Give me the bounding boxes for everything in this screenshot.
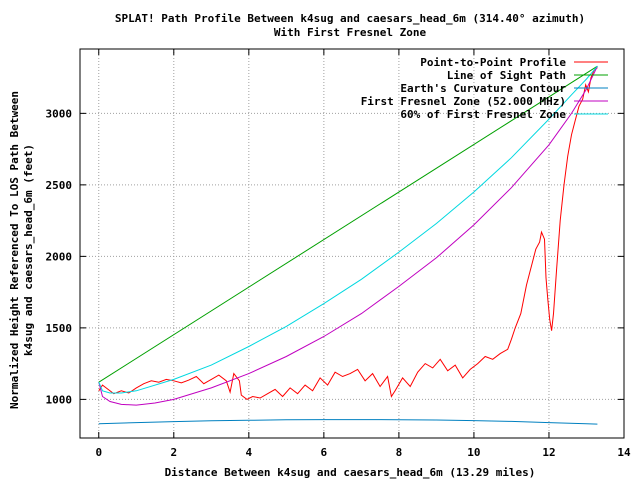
y-tick-label: 1500 — [46, 322, 73, 335]
x-tick-label: 2 — [170, 446, 177, 459]
x-axis-label: Distance Between k4sug and caesars_head_… — [165, 466, 536, 479]
x-tick-label: 6 — [321, 446, 328, 459]
axis-ticks: 0 2 4 6 8 10 12 14 1000 1500 2000 2500 3000 — [46, 49, 631, 459]
chart-title: SPLAT! Path Profile Between k4sug and ca… — [115, 12, 585, 25]
y-tick-label: 2500 — [46, 179, 73, 192]
series-line-1 — [98, 65, 598, 383]
legend-label: Earth's Curvature Contour — [400, 82, 566, 95]
y-axis-label-line1: Normalized Height Referenced To LOS Path… — [8, 91, 21, 409]
x-tick-label: 10 — [467, 446, 480, 459]
series-line-4 — [98, 65, 598, 394]
series-line-3 — [98, 65, 598, 406]
legend-label: 60% of First Fresnel Zone — [400, 108, 566, 121]
legend-label: Point-to-Point Profile — [420, 56, 566, 69]
legend-label: First Fresnel Zone (52.000 MHz) — [361, 95, 566, 108]
x-tick-label: 12 — [542, 446, 555, 459]
x-tick-label: 0 — [95, 446, 102, 459]
x-tick-label: 8 — [396, 446, 403, 459]
y-tick-label: 1000 — [46, 393, 73, 406]
legend-label: Line of Sight Path — [447, 69, 566, 82]
series-line-2 — [98, 419, 598, 425]
series-lines — [98, 65, 598, 425]
y-tick-label: 3000 — [46, 107, 73, 120]
chart-subtitle: With First Fresnel Zone — [274, 26, 427, 39]
x-tick-label: 4 — [246, 446, 253, 459]
y-tick-label: 2000 — [46, 250, 73, 263]
y-axis-label-line2: k4sug and caesars_head_6m (feet) — [22, 144, 35, 356]
x-tick-label: 14 — [617, 446, 631, 459]
series-line-0 — [98, 67, 598, 400]
plot-frame — [79, 48, 625, 439]
